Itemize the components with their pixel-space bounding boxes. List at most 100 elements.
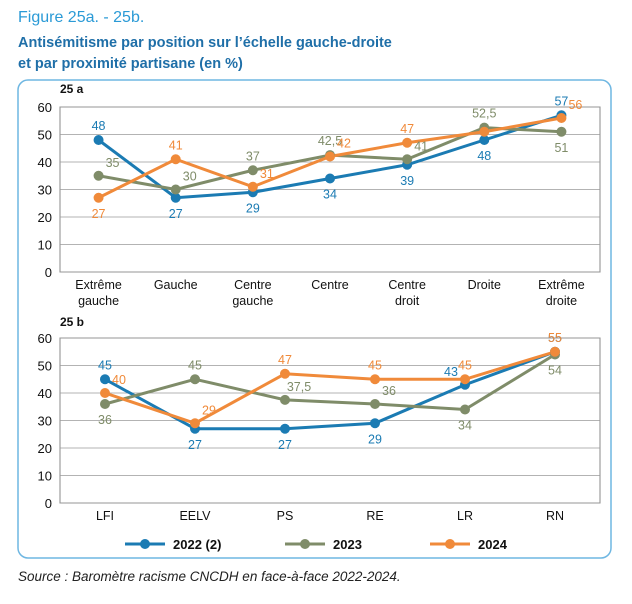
data-label: 41 — [169, 138, 183, 152]
data-point — [170, 192, 181, 203]
legend-marker — [300, 539, 310, 549]
data-label: 29 — [246, 201, 260, 215]
data-point — [370, 418, 380, 429]
data-label: 27 — [169, 207, 183, 221]
data-label: 27 — [278, 438, 292, 452]
legend-label: 2023 — [333, 537, 362, 552]
data-label: 36 — [382, 384, 396, 398]
legend-marker — [140, 539, 150, 549]
data-label: 52,5 — [472, 107, 496, 121]
data-label: 42,5 — [318, 134, 342, 148]
data-label: 55 — [548, 331, 562, 345]
data-point — [247, 165, 258, 176]
data-label: 37 — [246, 149, 260, 163]
data-point — [479, 126, 490, 137]
data-label: 40 — [112, 373, 126, 387]
y-tick-label: 0 — [45, 496, 52, 511]
y-tick-label: 40 — [38, 386, 52, 401]
data-label: 34 — [323, 188, 337, 202]
data-point — [170, 154, 181, 165]
data-label: 42 — [337, 137, 351, 151]
series-line — [104, 353, 556, 412]
title: Antisémitisme par position sur l’échelle… — [18, 35, 392, 51]
data-point — [280, 368, 290, 379]
source: Source : Baromètre racisme CNCDH en face… — [18, 569, 401, 584]
x-tick-label: RN — [546, 509, 564, 523]
panel-title: 25 a — [60, 82, 84, 96]
data-point — [100, 374, 110, 385]
data-point — [280, 423, 290, 434]
data-point — [325, 151, 335, 162]
legend-label: 2022 (2) — [173, 537, 221, 552]
title: et par proximité partisane (en %) — [18, 56, 243, 72]
data-point — [460, 374, 470, 385]
series-line — [104, 350, 556, 431]
panel-title: 25 b — [60, 315, 84, 329]
data-point — [93, 192, 104, 203]
data-point — [247, 181, 258, 192]
data-label: 57 — [554, 94, 568, 108]
data-point — [325, 173, 335, 184]
data-label: 48 — [477, 149, 491, 163]
data-label: 54 — [548, 364, 562, 378]
x-tick-label: Gauche — [154, 278, 198, 292]
legend-label: 2024 — [478, 537, 508, 552]
x-tick-label: PS — [277, 509, 294, 523]
data-label: 43 — [444, 365, 458, 379]
y-tick-label: 10 — [38, 469, 52, 484]
x-tick-label: EELV — [179, 509, 211, 523]
data-label: 31 — [260, 167, 274, 181]
data-label: 56 — [568, 98, 582, 112]
y-tick-label: 50 — [38, 128, 52, 143]
x-tick-label: Extrême gauche — [75, 278, 122, 308]
y-tick-label: 50 — [38, 359, 52, 374]
series-line — [104, 350, 556, 425]
data-label: 47 — [278, 353, 292, 367]
data-label: 45 — [188, 358, 202, 372]
data-label: 27 — [188, 438, 202, 452]
frame — [17, 79, 612, 559]
x-tick-label: LFI — [96, 509, 114, 523]
data-point — [190, 374, 200, 385]
x-tick-label: Extrême droite — [538, 278, 585, 308]
data-point — [190, 418, 200, 429]
y-tick-label: 10 — [38, 238, 52, 253]
data-point — [370, 374, 380, 385]
x-tick-label: Centre droit — [388, 278, 426, 308]
data-label: 45 — [98, 358, 112, 372]
data-point — [402, 154, 413, 165]
data-label: 47 — [400, 122, 414, 136]
y-tick-label: 30 — [38, 183, 52, 198]
data-label: 45 — [458, 358, 472, 372]
data-label: 35 — [106, 156, 120, 170]
data-point — [93, 135, 104, 145]
data-label: 51 — [554, 141, 568, 155]
data-point — [402, 137, 413, 148]
y-tick-label: 0 — [45, 265, 52, 280]
y-tick-label: 40 — [38, 155, 52, 170]
data-label: 27 — [92, 207, 106, 221]
data-point — [93, 170, 104, 181]
data-label: 39 — [400, 174, 414, 188]
x-tick-label: LR — [457, 509, 473, 523]
y-tick-label: 60 — [38, 331, 52, 346]
figure-label: Figure 25a. - 25b. — [18, 9, 144, 26]
data-label: 41 — [414, 139, 428, 153]
y-tick-label: 30 — [38, 414, 52, 429]
data-label: 34 — [458, 419, 472, 433]
data-point — [556, 126, 567, 137]
data-label: 48 — [92, 119, 106, 133]
data-label: 29 — [202, 403, 216, 417]
data-point — [100, 399, 110, 409]
data-label: 45 — [368, 358, 382, 372]
legend-marker — [445, 539, 455, 549]
x-tick-label: RE — [366, 509, 383, 523]
y-tick-label: 20 — [38, 441, 52, 456]
data-point — [550, 346, 560, 357]
x-tick-label: Droite — [468, 278, 501, 292]
data-point — [479, 135, 490, 145]
data-label: 36 — [98, 413, 112, 427]
data-point — [280, 394, 290, 405]
